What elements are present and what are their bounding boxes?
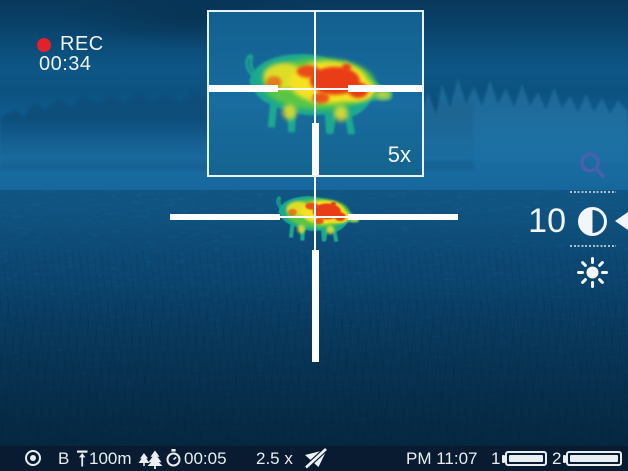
menu-item-zoom[interactable] [577, 150, 609, 182]
magnification-value: 2.5 x [256, 449, 293, 468]
reticle-bottom-bar [311, 250, 319, 362]
contrast-value: 10 [528, 202, 566, 240]
status-bar: B 100m 00:05 2.5 x PM 11:07 [0, 446, 628, 471]
reticle-left-bar [170, 214, 280, 220]
zeroing-profile-icon [25, 450, 41, 466]
pip-reticle-bottom-bar [311, 123, 319, 175]
menu-item-brightness[interactable] [576, 256, 609, 289]
rec-timer: 00:34 [39, 53, 92, 75]
menu-divider-dotted [570, 245, 616, 248]
pip-reticle-horizontal-line [278, 88, 348, 90]
battery-1-icon [505, 451, 547, 466]
clock-time: PM 11:07 [406, 449, 478, 468]
distance-value: 100m [89, 449, 132, 468]
pip-window: 5x [207, 10, 424, 177]
thermal-boar-pip [238, 34, 402, 151]
sun-icon [577, 257, 608, 288]
battery-2-icon [566, 451, 622, 466]
pip-reticle-vertical-line [314, 12, 316, 175]
reticle-vertical-line [314, 177, 316, 250]
rec-dot-icon [37, 37, 51, 52]
rec-label: REC [60, 33, 104, 55]
forest-trees-icon [138, 450, 163, 469]
magnifier-icon [580, 152, 605, 178]
recording-indicator: REC [37, 33, 104, 56]
pip-reticle-right-bar [348, 85, 422, 92]
pip-reticle-left-bar [209, 85, 278, 92]
stopwatch-time: 00:05 [184, 449, 227, 468]
zeroing-profile-label: B [58, 449, 70, 468]
battery-1-label: 1 [491, 449, 501, 468]
reticle-horizontal-line [280, 216, 348, 218]
reticle-right-bar [348, 214, 458, 220]
stopwatch-icon [166, 449, 181, 467]
rangefinder-distance-icon [77, 450, 88, 467]
menu-divider-dotted [570, 191, 616, 194]
selection-arrow-icon [615, 211, 628, 230]
menu-item-contrast[interactable] [578, 207, 607, 236]
battery-2-label: 2 [552, 449, 562, 468]
microphone-off-icon [304, 448, 328, 469]
pip-zoom-label: 5x [387, 142, 411, 167]
